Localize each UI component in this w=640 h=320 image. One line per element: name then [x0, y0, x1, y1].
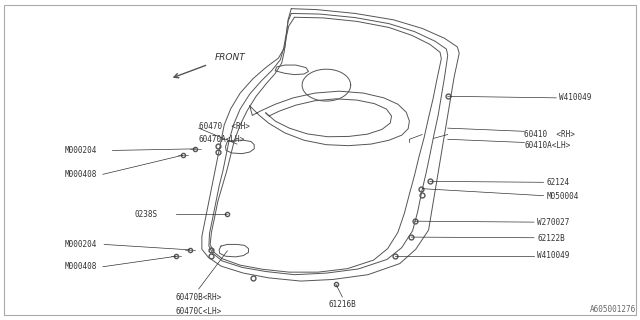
Text: 60470A<LH>: 60470A<LH>	[198, 135, 245, 144]
Text: 60410  <RH>: 60410 <RH>	[524, 130, 575, 139]
Text: M000408: M000408	[65, 170, 97, 179]
Text: 60470B<RH>: 60470B<RH>	[175, 293, 222, 302]
Text: 60470  <RH>: 60470 <RH>	[198, 122, 250, 131]
Text: W270027: W270027	[537, 218, 570, 227]
Text: 60470C<LH>: 60470C<LH>	[175, 307, 222, 316]
Text: W410049: W410049	[559, 93, 592, 102]
Text: 0238S: 0238S	[135, 210, 158, 219]
Text: M000204: M000204	[65, 240, 97, 249]
Text: 62124: 62124	[547, 178, 570, 187]
Text: A605001276: A605001276	[590, 305, 636, 314]
Text: M050004: M050004	[547, 192, 579, 201]
Text: 61216B: 61216B	[328, 300, 356, 309]
Text: 62122B: 62122B	[537, 234, 565, 243]
Text: W410049: W410049	[537, 251, 570, 260]
Text: M000204: M000204	[65, 146, 97, 155]
Text: FRONT: FRONT	[214, 53, 245, 62]
Text: 60410A<LH>: 60410A<LH>	[524, 141, 571, 150]
Text: M000408: M000408	[65, 262, 97, 271]
